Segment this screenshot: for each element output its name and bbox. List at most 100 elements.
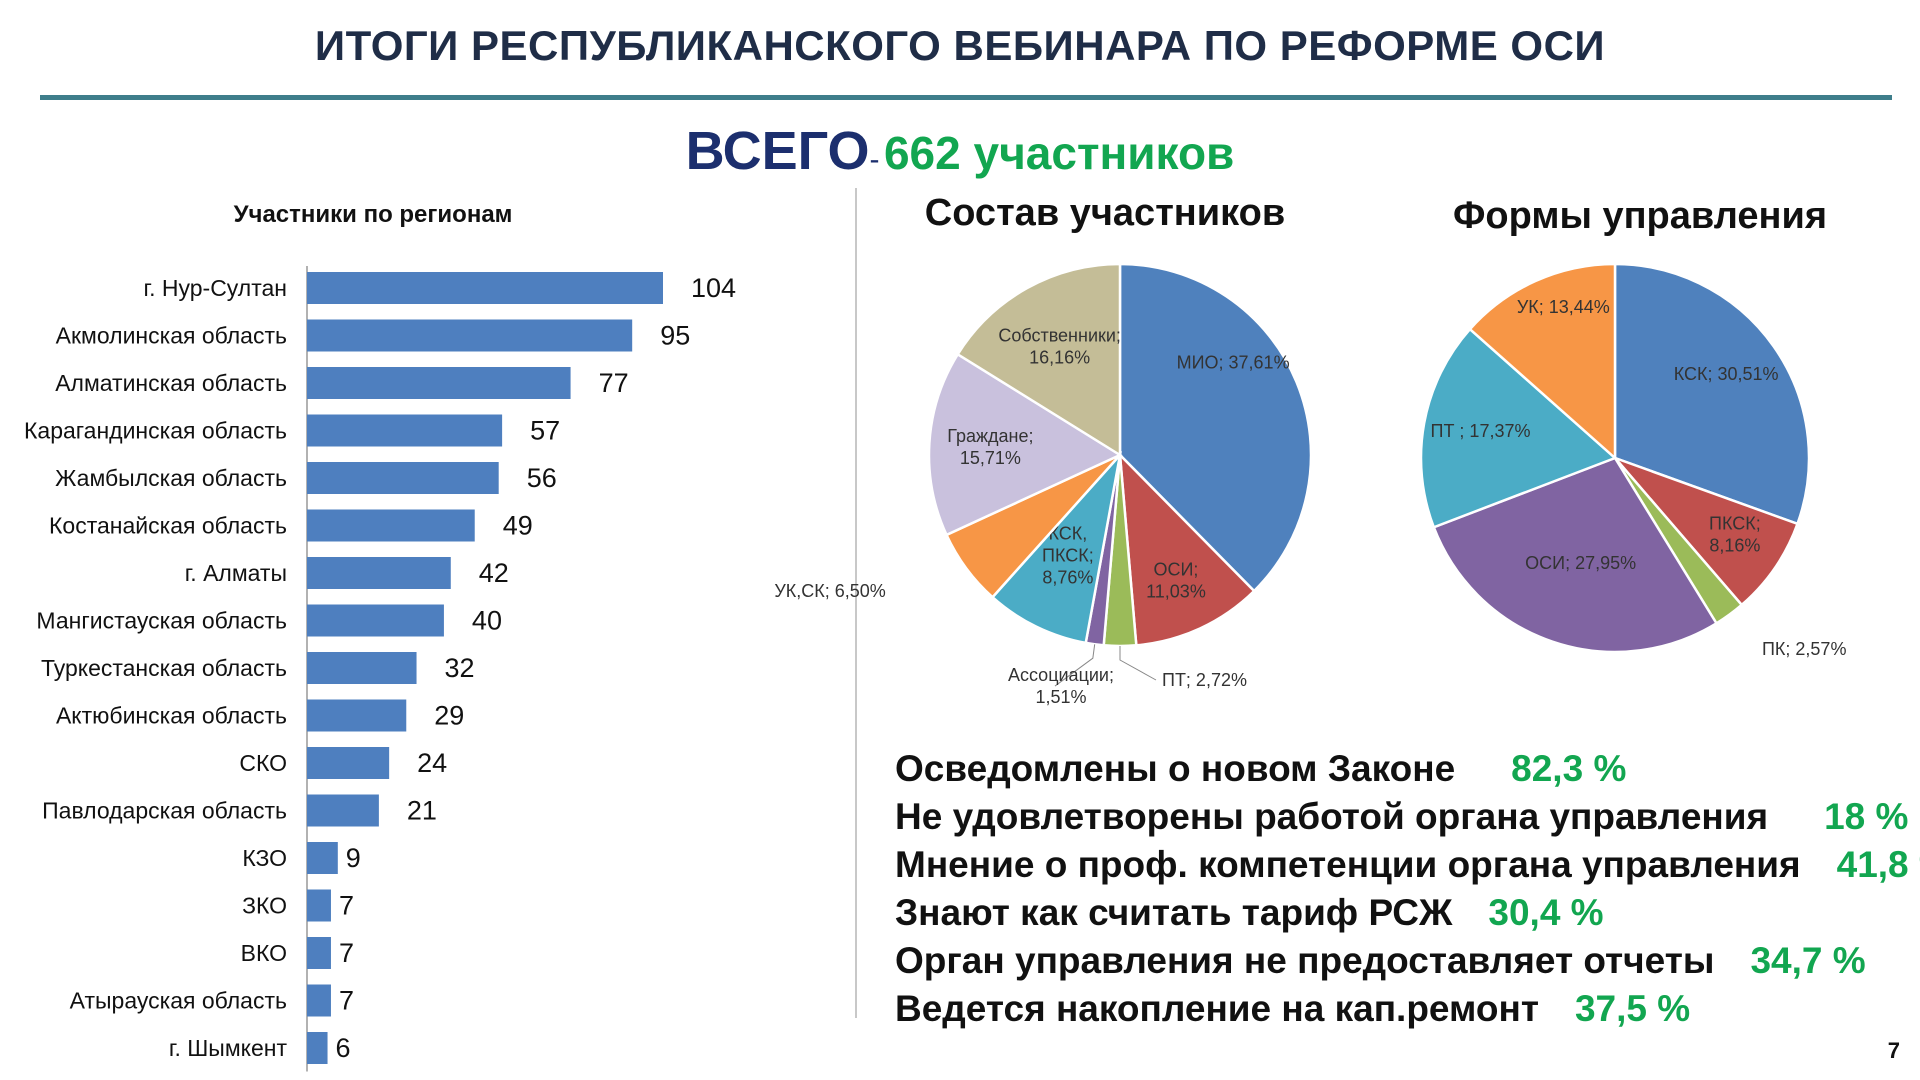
pie-slice-label: ПТ; 2,72% [1162, 670, 1247, 690]
bar-category-label: СКО [239, 750, 287, 776]
bar-value-label: 7 [339, 938, 354, 968]
stat-row: Знают как считать тариф РСЖ 30,4 % [895, 892, 1604, 934]
pie-slice-label: КСК; 30,51% [1674, 364, 1779, 384]
bar-value-label: 49 [503, 511, 533, 541]
stat-row: Орган управления не предоставляет отчеты… [895, 940, 1866, 982]
bar-value-label: 24 [417, 748, 447, 778]
stat-text: Ведется накопление на кап.ремонт [895, 988, 1539, 1029]
bar [307, 272, 663, 304]
page-number: 7 [1887, 1038, 1900, 1063]
bar [307, 557, 451, 589]
pie-slice [1610, 455, 1800, 607]
stat-row: Ведется накопление на кап.ремонт 37,5 % [895, 988, 1690, 1030]
bar-category-label: КЗО [242, 845, 287, 871]
bar [307, 414, 503, 447]
bar [307, 984, 331, 1017]
pie-slice [1613, 262, 1811, 526]
slide-title: ИТОГИ РЕСПУБЛИКАНСКОГО ВЕБИНАРА ПО РЕФОР… [314, 22, 1606, 69]
pie-slice-label: ПТ ; 17,37% [1431, 421, 1531, 441]
total-value: 662 участников [883, 127, 1235, 179]
bar-category-label: Жамбылская область [55, 465, 287, 491]
bar-category-label: Павлодарская область [42, 798, 287, 824]
pie-slice-label: Собственники; 16,16% [998, 326, 1121, 368]
bar-value-label: 42 [479, 558, 509, 588]
pie-leader-line [1054, 644, 1096, 687]
bar [307, 842, 338, 874]
stat-row: Мнение о проф. компетенции органа управл… [895, 844, 1920, 886]
bar [307, 367, 571, 399]
pie-slice [990, 450, 1123, 645]
bar-category-label: г. Шымкент [169, 1035, 288, 1061]
bar [307, 604, 444, 637]
pie-slice-label: МИО; 37,61% [1177, 353, 1290, 373]
bar-category-label: Мангистауская область [36, 608, 287, 634]
total-label: ВСЕГО [685, 121, 870, 181]
stat-text: Мнение о проф. компетенции органа управл… [895, 844, 1801, 885]
total-participants: ВСЕГО- 662 участников [0, 120, 1920, 182]
pie-slice [1419, 327, 1618, 529]
bar-category-label: ВКО [241, 940, 287, 966]
bar-category-label: Алматинская область [55, 370, 287, 396]
pie-slice [955, 262, 1122, 458]
bar-category-label: ЗКО [242, 893, 287, 919]
stat-pct: 82,3 % [1511, 748, 1627, 789]
stat-text: Знают как считать тариф РСЖ [895, 892, 1453, 933]
bar-category-label: Актюбинская область [56, 703, 287, 729]
bar-value-label: 21 [407, 796, 437, 826]
pie-slice-label: ОСИ; 27,95% [1525, 553, 1636, 573]
pie-chart-composition: МИО; 37,61% ОСИ; 11,03% ПТ; 2,72% Ассоциации… [774, 262, 1313, 707]
pie-slice [1118, 451, 1256, 647]
stat-text: Не удовлетворены работой органа управлен… [895, 796, 1769, 837]
pie-slice-label: ПКСК; 8,16% [1709, 513, 1761, 555]
stat-pct: 37,5 % [1574, 988, 1691, 1029]
bar-category-label: Костанайская область [49, 513, 287, 539]
pie1-title: Состав участников [925, 192, 1285, 234]
column-divider [855, 188, 857, 1018]
bar-value-label: 104 [691, 273, 736, 303]
bar-value-label: 40 [472, 606, 502, 636]
bar-value-label: 6 [336, 1033, 351, 1063]
pie-slice-label: УК; 13,44% [1517, 297, 1610, 317]
pie-slice [1432, 456, 1719, 654]
pie-slice-label: ПК; 2,57% [1762, 639, 1846, 659]
bar-category-label: Атырауская область [70, 988, 287, 1014]
stat-row: Не удовлетворены работой органа управлен… [895, 796, 1908, 838]
bar-category-label: Туркестанская область [41, 655, 287, 681]
title-underline [40, 95, 1892, 100]
pie-slice [1118, 262, 1313, 593]
bar-category-label: Акмолинская область [56, 323, 287, 349]
bar [307, 462, 499, 494]
pie-slice-label: УК,СК; 6,50% [774, 581, 885, 601]
pie-slice-label: Граждане; 15,71% [947, 426, 1033, 468]
bar [307, 699, 407, 732]
bar-value-label: 77 [599, 368, 629, 398]
bar [307, 889, 331, 922]
bar-chart: г. Нур-Султан 104 Акмолинская область 95 Алм… [24, 266, 736, 1072]
bar-value-label: 7 [339, 986, 354, 1016]
bar-value-label: 9 [346, 843, 361, 873]
pie-chart-management-forms: КСК; 30,51% ПКСК; 8,16% ПК; 2,57% ОСИ; 27,95… [1419, 262, 1846, 659]
bar-value-label: 56 [527, 463, 557, 493]
bar [307, 652, 417, 684]
pie2-title: Формы управления [1453, 195, 1827, 237]
pie-slice-label: ОСИ; 11,03% [1146, 559, 1206, 601]
bar-value-label: 7 [339, 891, 354, 921]
pie-slice-label: Ассоциации; 1,51% [1008, 665, 1114, 707]
bar-value-label: 95 [660, 321, 690, 351]
stat-pct: 34,7 % [1750, 940, 1866, 981]
bar-category-label: г. Нур-Султан [144, 275, 287, 301]
total-dash: - [869, 143, 880, 176]
stat-pct: 18 % [1824, 796, 1909, 837]
stat-text: Осведомлены о новом Законе [895, 748, 1456, 789]
bar [307, 319, 633, 352]
bar [307, 1032, 328, 1064]
bar [307, 794, 379, 827]
stat-row: Осведомлены о новом Законе 82,3 % [895, 748, 1626, 790]
bar-value-label: 29 [434, 701, 464, 731]
bar-category-label: Карагандинская область [24, 418, 287, 444]
pie-slice [927, 352, 1123, 537]
bar-category-label: г. Алматы [185, 560, 287, 586]
stat-pct: 30,4 % [1488, 892, 1604, 933]
bar [307, 937, 331, 969]
